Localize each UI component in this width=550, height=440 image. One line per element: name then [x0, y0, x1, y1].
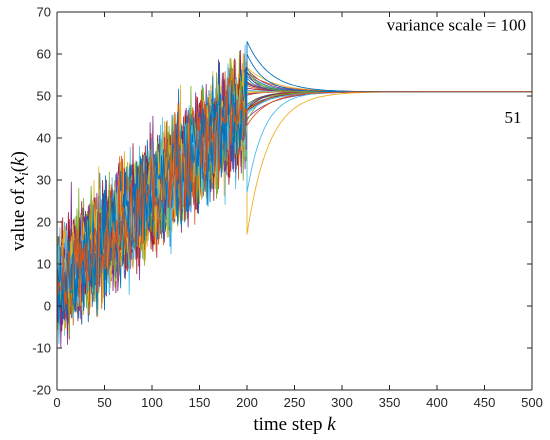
y-tick-label: 20: [37, 215, 51, 230]
x-tick-label: 150: [189, 395, 211, 410]
y-tick-label: -10: [32, 341, 51, 356]
y-tick-label: 50: [37, 89, 51, 104]
x-tick-label: 450: [474, 395, 496, 410]
axes-layer: 0 50 100 150 200 250 300 350 400 450 500 -20 -10 0 10 2…: [32, 5, 543, 411]
x-tick-label: 400: [426, 395, 448, 410]
x-tick-label: 200: [236, 395, 258, 410]
y-tick-label: 60: [37, 47, 51, 62]
x-tick-label: 300: [331, 395, 353, 410]
series-line-dip: [57, 69, 532, 310]
x-tick-label: 0: [53, 395, 60, 410]
x-tick-label: 50: [97, 395, 111, 410]
y-axis-label-close: ): [8, 151, 29, 157]
variance-scale-annotation: variance scale = 100: [387, 16, 526, 35]
y-axis-label: value of xi(k): [8, 151, 31, 251]
x-tick-label: 250: [284, 395, 306, 410]
x-axis-label-text: time step: [253, 414, 327, 435]
y-axis-label-prefix: value of: [8, 184, 29, 250]
x-tick-label: 350: [379, 395, 401, 410]
y-tick-label: 70: [37, 5, 51, 20]
y-axis-label-var: x: [8, 175, 29, 185]
y-axis-label-open: (: [8, 166, 29, 172]
y-tick-label: 30: [37, 173, 51, 188]
y-tick-label: 10: [37, 257, 51, 272]
x-axis-label-var: k: [327, 414, 336, 435]
x-tick-label: 500: [521, 395, 543, 410]
consensus-value-label: 51: [505, 108, 522, 127]
y-tick-label: 0: [44, 299, 51, 314]
y-tick-label: -20: [32, 383, 51, 398]
y-axis-label-sub: i: [16, 172, 31, 176]
x-axis-label: time step k: [253, 414, 336, 435]
y-axis-label-arg: k: [8, 157, 29, 166]
y-tick-label: 40: [37, 131, 51, 146]
series-layer: [57, 41, 532, 349]
x-tick-label: 100: [141, 395, 163, 410]
